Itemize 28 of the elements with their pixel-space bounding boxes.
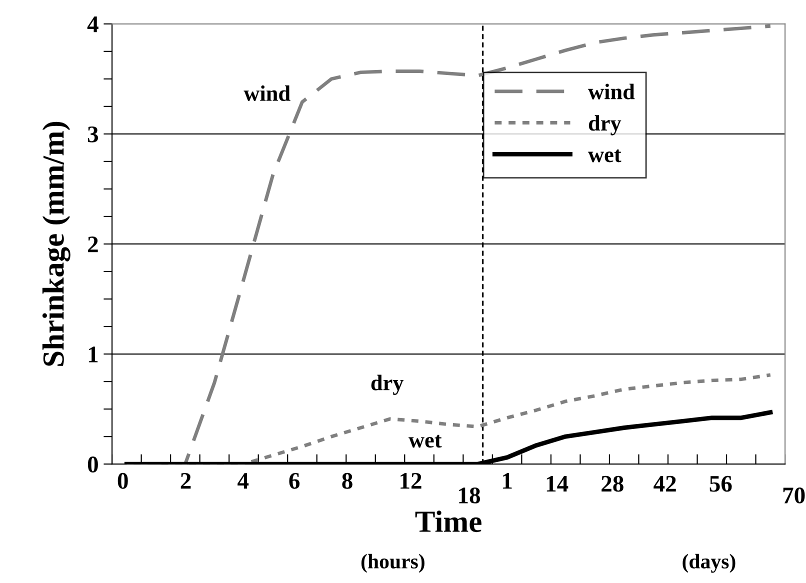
text: 1 bbox=[503, 473, 512, 489]
y-tick-label: 2 bbox=[88, 236, 98, 252]
y-tick-label: 0 bbox=[88, 456, 98, 472]
text: 4 bbox=[238, 473, 249, 489]
text: 0 bbox=[118, 472, 128, 489]
y-axis-title: Shrinkage (mm/m) bbox=[42, 122, 70, 366]
text: (hours) bbox=[361, 554, 424, 573]
y-tick-label: 3 bbox=[88, 126, 98, 142]
text: 6 bbox=[289, 472, 300, 489]
text: 14 bbox=[546, 476, 568, 492]
text: 18 bbox=[459, 487, 480, 504]
text: 8 bbox=[342, 472, 352, 489]
text: 12 bbox=[400, 472, 422, 489]
text: 70 bbox=[783, 487, 805, 504]
annotation: wet bbox=[408, 434, 442, 448]
text: 56 bbox=[710, 476, 732, 492]
y-tick-label: 1 bbox=[88, 346, 98, 362]
x-axis-title: Time bbox=[415, 510, 482, 532]
text: 28 bbox=[602, 476, 624, 492]
text: 42 bbox=[654, 476, 676, 492]
legend-label: wet bbox=[588, 149, 622, 162]
text: (days) bbox=[682, 554, 736, 573]
text: 2 bbox=[180, 472, 191, 489]
annotation: dry bbox=[371, 374, 404, 395]
annotation: wind bbox=[244, 85, 290, 101]
legend-label: wind bbox=[588, 84, 635, 100]
legend-label: dry bbox=[588, 115, 622, 136]
y-tick-label: 4 bbox=[87, 16, 98, 32]
